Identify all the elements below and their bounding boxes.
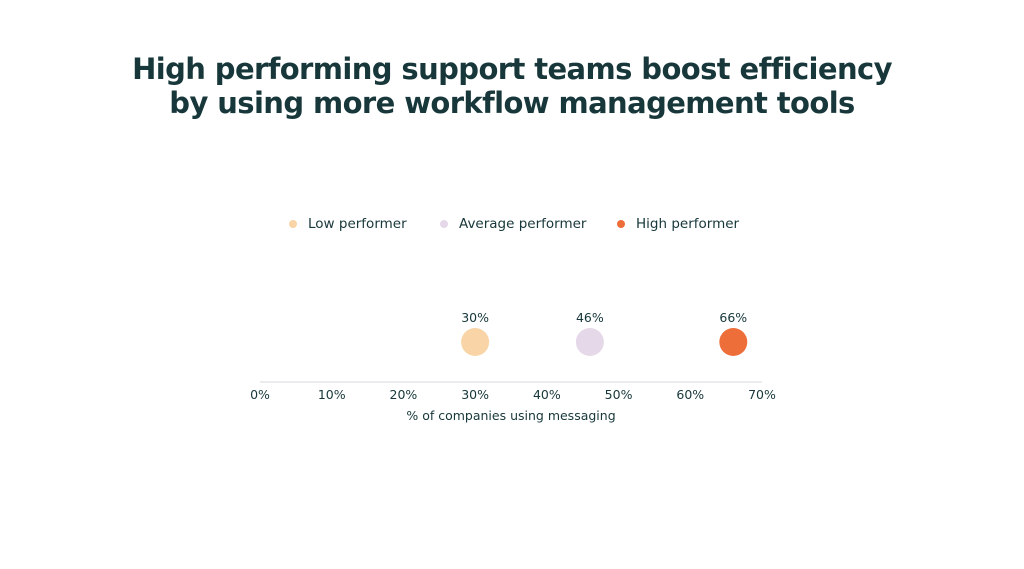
legend-dot-average-performer [440, 220, 448, 228]
x-tick-label-60: 60% [676, 387, 704, 402]
data-points: 30% 46% 66% [461, 310, 747, 356]
data-point-low-performer [461, 328, 490, 356]
legend-item-high-performer: High performer [617, 214, 739, 234]
legend-label-high-performer: High performer [636, 216, 740, 232]
x-tick-label-20: 20% [390, 387, 418, 402]
legend-label-low-performer: Low performer [308, 216, 407, 232]
chart-legend: Low performer Average performer High per… [0, 214, 1024, 234]
x-tick-label-50: 50% [605, 387, 633, 402]
data-label-low-performer: 30% [461, 310, 489, 325]
x-axis-label: % of companies using messaging [406, 408, 615, 423]
data-label-high-performer: 66% [719, 310, 747, 325]
legend-item-average-performer: Average performer [440, 214, 587, 234]
legend-dot-low-performer [289, 220, 297, 228]
legend-dot-high-performer [617, 220, 625, 228]
chart-title: High performing support teams boost effi… [0, 52, 1024, 120]
x-tick-label-30: 30% [461, 387, 489, 402]
data-point-high-performer [719, 328, 748, 356]
data-point-average-performer [575, 328, 604, 356]
legend-item-low-performer: Low performer [289, 214, 407, 234]
x-tick-label-40: 40% [533, 387, 561, 402]
chart-title-line-1: High performing support teams boost effi… [132, 52, 892, 86]
data-label-average-performer: 46% [576, 310, 604, 325]
legend-label-average-performer: Average performer [459, 216, 587, 232]
x-tick-label-0: 0% [250, 387, 270, 402]
x-axis-tick-labels: 0% 10% 20% 30% 40% 50% 60% 70% [250, 387, 776, 402]
chart-title-line-2: by using more workflow management tools [169, 86, 855, 120]
x-tick-label-10: 10% [318, 387, 346, 402]
x-tick-label-70: 70% [748, 387, 776, 402]
